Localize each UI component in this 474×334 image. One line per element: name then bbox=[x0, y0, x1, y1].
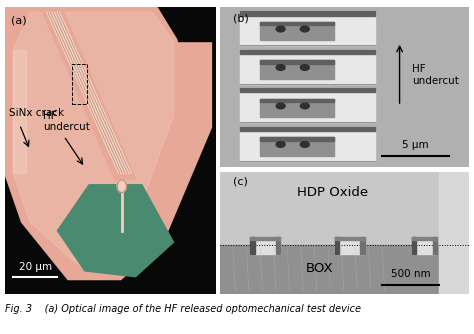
Bar bbox=[412, 236, 437, 240]
Polygon shape bbox=[47, 12, 131, 173]
Bar bbox=[240, 50, 374, 54]
Text: 5 μm: 5 μm bbox=[402, 140, 429, 150]
Bar bbox=[261, 60, 334, 78]
Bar bbox=[240, 11, 374, 45]
Bar bbox=[240, 89, 374, 122]
Bar bbox=[261, 137, 334, 156]
Polygon shape bbox=[5, 7, 211, 280]
Bar bbox=[412, 236, 437, 254]
Bar bbox=[240, 127, 374, 161]
Bar bbox=[360, 236, 365, 254]
Polygon shape bbox=[13, 12, 173, 265]
Circle shape bbox=[276, 64, 285, 70]
Text: SiNx crack: SiNx crack bbox=[9, 108, 64, 118]
Text: (a): (a) bbox=[11, 15, 27, 25]
Bar bbox=[240, 89, 374, 93]
Bar bbox=[261, 137, 334, 141]
Circle shape bbox=[301, 64, 310, 70]
Text: HF
undercut: HF undercut bbox=[412, 64, 459, 86]
Bar bbox=[240, 127, 374, 131]
Bar bbox=[276, 236, 280, 254]
Bar bbox=[240, 11, 374, 15]
Bar bbox=[250, 236, 280, 254]
Text: (b): (b) bbox=[233, 13, 248, 23]
Circle shape bbox=[276, 142, 285, 147]
Polygon shape bbox=[13, 50, 26, 173]
Circle shape bbox=[276, 26, 285, 32]
Bar bbox=[412, 236, 416, 254]
Circle shape bbox=[301, 103, 310, 109]
Text: 20 μm: 20 μm bbox=[19, 262, 52, 272]
Text: Fig. 3    (a) Optical image of the HF released optomechanical test device: Fig. 3 (a) Optical image of the HF relea… bbox=[5, 304, 361, 314]
Bar bbox=[335, 236, 365, 254]
Bar bbox=[439, 172, 469, 294]
Polygon shape bbox=[178, 7, 216, 41]
Bar bbox=[335, 236, 339, 254]
Circle shape bbox=[276, 103, 285, 109]
Circle shape bbox=[301, 26, 310, 32]
Bar bbox=[261, 60, 334, 64]
Bar bbox=[250, 236, 280, 240]
Bar bbox=[261, 99, 334, 102]
Bar bbox=[261, 22, 334, 40]
Text: 500 nm: 500 nm bbox=[391, 269, 430, 279]
Polygon shape bbox=[57, 185, 173, 277]
Bar bbox=[250, 236, 255, 254]
Bar bbox=[220, 245, 469, 294]
Bar bbox=[240, 50, 374, 84]
Circle shape bbox=[301, 142, 310, 147]
Text: HDP Oxide: HDP Oxide bbox=[297, 186, 368, 199]
Text: BOX: BOX bbox=[306, 262, 334, 275]
Circle shape bbox=[117, 180, 127, 192]
Bar bbox=[220, 172, 469, 245]
Bar bbox=[261, 22, 334, 25]
Bar bbox=[433, 236, 437, 254]
Text: HF
undercut: HF undercut bbox=[43, 111, 90, 132]
Bar bbox=[335, 236, 365, 240]
Bar bbox=[261, 99, 334, 117]
Text: (c): (c) bbox=[233, 177, 248, 187]
Polygon shape bbox=[43, 12, 136, 179]
Polygon shape bbox=[184, 127, 216, 294]
